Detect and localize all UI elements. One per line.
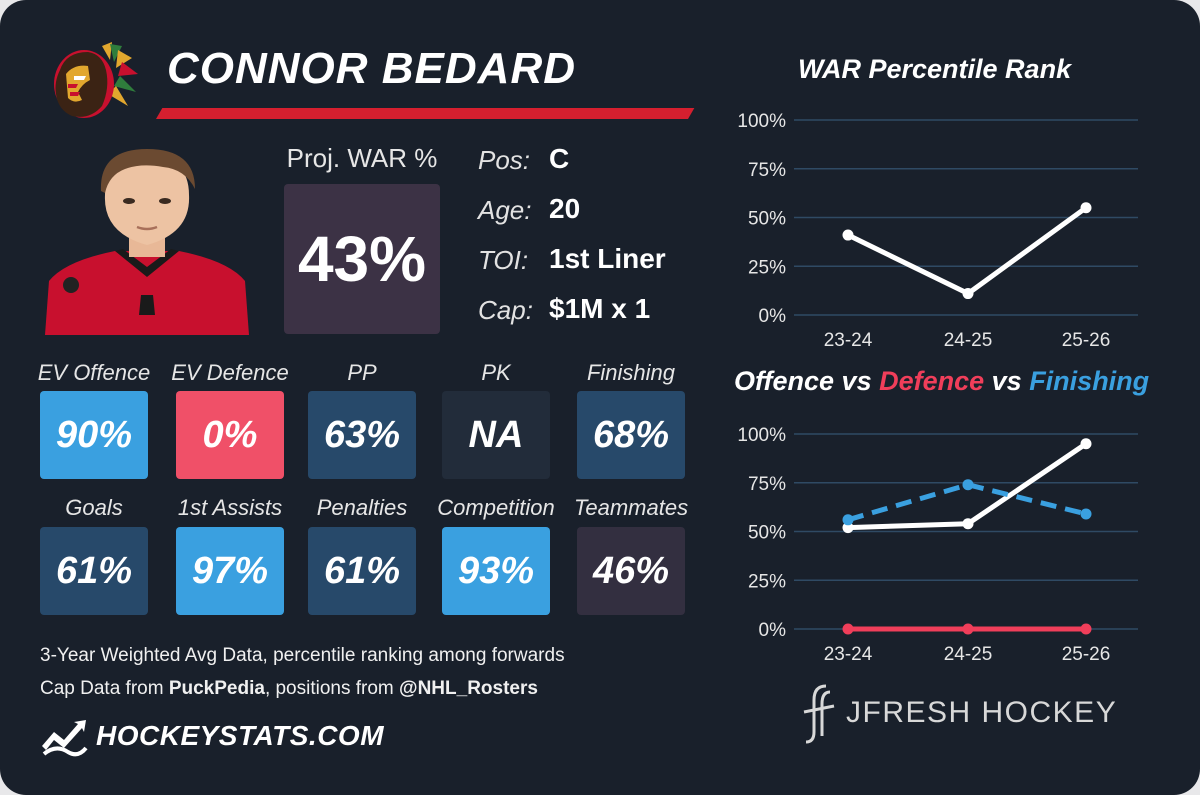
stat-value: 61% — [55, 549, 133, 592]
footer-sources: Cap Data from PuckPedia, positions from … — [40, 678, 538, 700]
stat-label-1st-assists: 1st Assists — [177, 495, 283, 520]
data-point — [962, 288, 974, 300]
cap-value: $1M x 1 — [549, 293, 651, 324]
y-tick-label: 75% — [748, 160, 786, 181]
data-point-finishing — [1080, 508, 1092, 520]
proj-war-value: 43% — [297, 223, 427, 295]
proj-war-label: Proj. WAR % — [286, 143, 438, 173]
x-tick-label: 23-24 — [824, 644, 873, 665]
stat-label-finishing: Finishing — [586, 360, 676, 385]
blackhawks-logo-icon — [54, 42, 138, 118]
stat-box-competition: 93% — [442, 527, 550, 615]
footer-sources-prefix: Cap Data from — [40, 678, 169, 699]
stat-value: 93% — [457, 549, 535, 592]
y-tick-label: 0% — [759, 306, 787, 327]
stat-label-pp: PP — [347, 360, 377, 385]
war-percentile-chart: 0% 25% 50% 75% 100% 23-24 24-25 25-26 — [737, 111, 1138, 351]
stat-box-pp: 63% — [308, 391, 416, 479]
title-offence: Offence — [734, 366, 835, 396]
hockeystats-logo-icon — [42, 720, 88, 757]
stat-label-teammates: Teammates — [573, 495, 689, 520]
footer-source-puckpedia: PuckPedia — [168, 678, 265, 699]
jfresh-credit: JFRESH HOCKEY — [846, 696, 1118, 729]
player-photo — [45, 145, 249, 335]
hockeystats-brand: HOCKEYSTATS.COM — [96, 720, 385, 751]
stat-label-ev-offence: EV Offence — [37, 360, 151, 385]
offence-defence-finishing-chart: 0% 25% 50% 75% 100% 23-24 24-25 25-26 — [737, 425, 1138, 665]
y-tick-label: 25% — [748, 257, 786, 278]
series-line — [846, 205, 1088, 297]
y-tick-label: 75% — [748, 474, 786, 495]
x-tick-label: 23-24 — [824, 330, 873, 351]
stat-value: 97% — [191, 549, 269, 592]
y-tick-label: 0% — [759, 620, 787, 641]
x-tick-label: 25-26 — [1062, 644, 1111, 665]
stat-value: 0% — [202, 413, 258, 456]
title-vs-1: vs — [834, 366, 880, 396]
pos-label: Pos: — [478, 145, 531, 175]
stat-box-1st-assists: 97% — [176, 527, 284, 615]
data-point-finishing — [962, 479, 974, 491]
x-tick-label: 24-25 — [944, 330, 993, 351]
proj-war-box: 43% — [284, 184, 440, 334]
footer-source-nhl-rosters: @NHL_Rosters — [399, 678, 538, 699]
data-point-defence — [962, 623, 974, 635]
jfresh-logo-icon — [803, 684, 835, 744]
stat-value: NA — [468, 413, 524, 456]
stat-box-goals: 61% — [40, 527, 148, 615]
war-chart-title: WAR Percentile Rank — [798, 54, 1072, 84]
stat-value: 90% — [55, 413, 133, 456]
ovd-chart-title: Offence vs Defence vs Finishing — [734, 366, 1149, 397]
data-point — [842, 229, 854, 241]
cap-label: Cap: — [478, 295, 533, 325]
title-defence: Defence — [879, 366, 985, 396]
stat-value: 68% — [592, 413, 670, 456]
footer-note: 3-Year Weighted Avg Data, percentile ran… — [40, 645, 565, 666]
stat-value: 63% — [323, 413, 401, 456]
age-label: Age: — [478, 195, 532, 225]
stat-box-ev-defence: 0% — [176, 391, 284, 479]
title-finishing: Finishing — [1029, 366, 1150, 396]
stat-label-competition: Competition — [437, 495, 555, 520]
stat-box-teammates: 46% — [577, 527, 685, 615]
y-tick-label: 100% — [737, 111, 786, 132]
stat-label-penalties: Penalties — [316, 495, 408, 520]
pos-value: C — [549, 143, 570, 174]
data-point — [1080, 202, 1092, 214]
y-tick-label: 25% — [748, 571, 786, 592]
y-tick-label: 50% — [748, 523, 786, 544]
title-underline — [156, 108, 695, 119]
data-point-defence — [842, 623, 854, 635]
title-vs-2: vs — [984, 366, 1030, 396]
data-point-offence — [842, 522, 854, 534]
stat-box-pk: NA — [442, 391, 550, 479]
toi-label: TOI: — [478, 245, 529, 275]
toi-value: 1st Liner — [549, 243, 666, 274]
stat-value: 46% — [592, 549, 670, 592]
x-tick-label: 24-25 — [944, 644, 993, 665]
player-name: CONNOR BEDARD — [167, 44, 576, 93]
stat-label-goals: Goals — [65, 495, 123, 520]
stat-label-pk: PK — [481, 360, 511, 385]
data-point-defence — [1080, 623, 1092, 635]
stat-box-ev-offence: 90% — [40, 391, 148, 479]
age-value: 20 — [549, 193, 581, 224]
stat-box-finishing: 68% — [577, 391, 685, 479]
x-tick-label: 25-26 — [1062, 330, 1111, 351]
stat-label-ev-defence: EV Defence — [171, 360, 289, 385]
stat-box-penalties: 61% — [308, 527, 416, 615]
data-point-finishing — [842, 514, 854, 526]
data-point-offence — [1080, 438, 1092, 450]
footer-sources-middle: , positions from — [264, 678, 400, 699]
stat-value: 61% — [323, 549, 401, 592]
data-point-offence — [962, 518, 974, 530]
y-tick-label: 100% — [737, 425, 786, 446]
y-tick-label: 50% — [748, 209, 786, 230]
